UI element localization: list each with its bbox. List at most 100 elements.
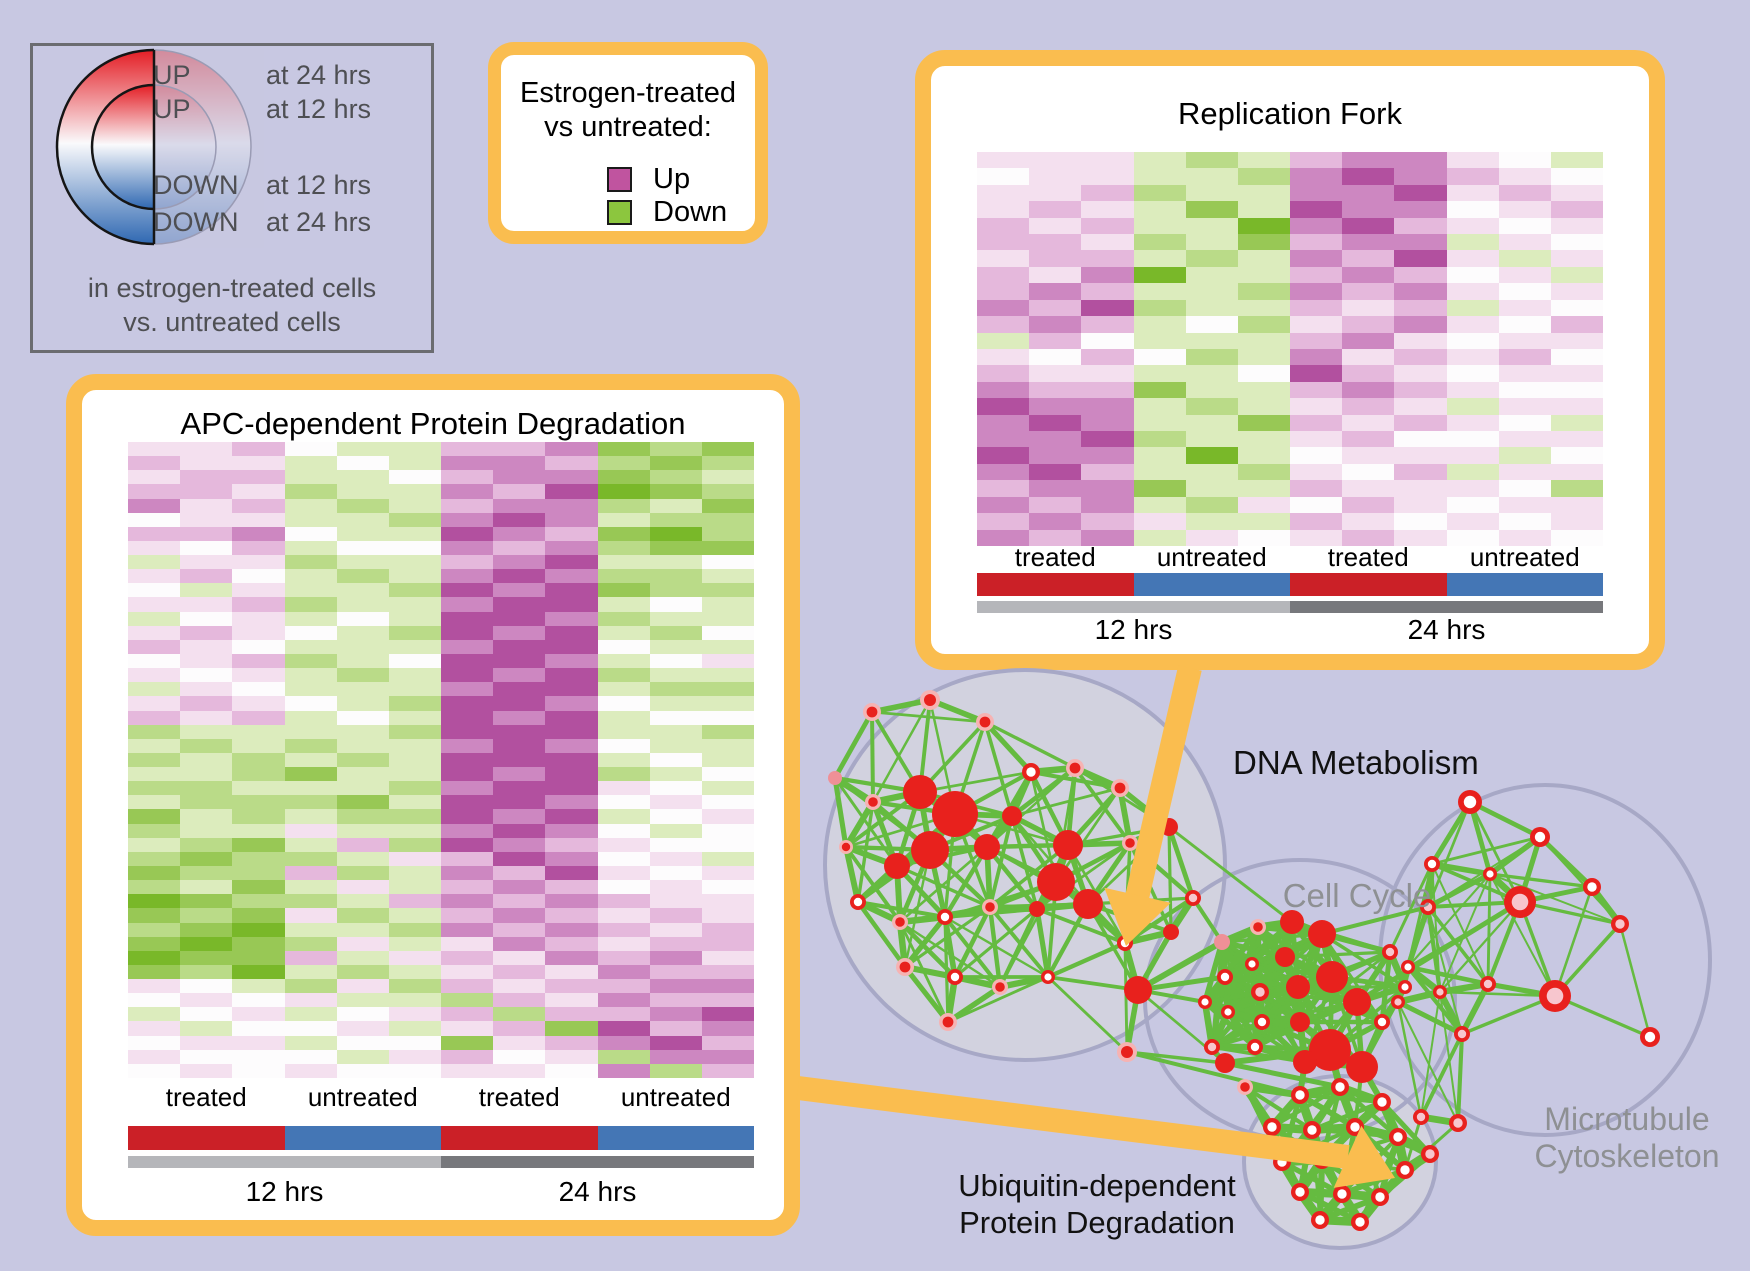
cluster-label-ubiquitin-line2: Protein Degradation <box>959 1205 1235 1240</box>
heatmap-cell <box>493 569 546 584</box>
network-edge <box>1319 1086 1343 1161</box>
heatmap-cell <box>1394 184 1447 202</box>
heatmap-cell <box>388 894 441 909</box>
heatmap-cell <box>545 894 598 909</box>
heatmap-cell <box>649 710 702 725</box>
heatmap-cell <box>388 1049 441 1064</box>
heatmap-cell <box>701 837 754 852</box>
network-edge <box>1395 1133 1433 1158</box>
network-edge <box>1223 973 1262 996</box>
heatmap-cell <box>284 979 337 994</box>
heatmap-cell <box>1237 414 1290 432</box>
heatmap-cell <box>1342 250 1395 267</box>
network-edge <box>855 863 900 905</box>
network-edge <box>1356 1194 1384 1225</box>
network-edge <box>1227 975 1333 1014</box>
heatmap-cell <box>441 993 494 1008</box>
heatmap-cell <box>232 993 285 1008</box>
network-edge <box>1489 873 1556 997</box>
heatmap-cell <box>1290 250 1343 267</box>
heatmap-cell <box>180 569 233 584</box>
network-edge <box>1299 1189 1381 1200</box>
network-edge <box>1259 984 1301 1025</box>
heatmap-cell <box>180 1035 233 1050</box>
heatmap-cell <box>441 823 494 838</box>
network-node-ring <box>1311 1211 1329 1229</box>
heatmap-cell <box>284 781 337 796</box>
network-edge <box>1321 931 1391 955</box>
heatmap-cell <box>441 498 494 513</box>
network-edge <box>1310 1129 1322 1221</box>
network-edge <box>1290 920 1359 1004</box>
heatmap-cell <box>284 738 337 753</box>
heatmap-cell <box>441 484 494 499</box>
heatmap-cell <box>336 540 389 556</box>
heatmap-cell <box>1446 447 1499 464</box>
heatmap-cell <box>128 555 181 570</box>
legend-up-12-time: at 12 hrs <box>266 94 372 124</box>
network-edge <box>1295 1093 1317 1132</box>
heatmap-cell <box>1498 480 1551 497</box>
heatmap-cell <box>1237 529 1290 546</box>
heatmap-cell <box>493 837 546 852</box>
apc-group-treated-12: treated <box>165 1082 247 1112</box>
heatmap-cell <box>1237 496 1290 514</box>
heatmap-cell <box>1290 496 1343 514</box>
heatmap-cell <box>1237 381 1290 399</box>
apc-bar-24hrs <box>441 1156 754 1168</box>
network-edge <box>1220 940 1300 989</box>
heatmap-cell <box>493 908 546 923</box>
network-node-ring <box>1346 1118 1364 1136</box>
network-edge <box>953 721 987 815</box>
network-edge <box>1123 842 1132 944</box>
heatmap-cell <box>441 880 494 895</box>
network-edge <box>1431 835 1541 866</box>
network-edge <box>1297 984 1358 1005</box>
heatmap-cell <box>388 625 441 640</box>
network-edge <box>1241 1084 1276 1130</box>
network-edge <box>1223 975 1302 1024</box>
network-node-ring <box>1483 867 1497 881</box>
heatmap-cell <box>493 936 546 951</box>
network-edge <box>1123 942 1129 1053</box>
heatmap-cell <box>701 851 754 866</box>
heatmap-cell <box>441 1063 494 1078</box>
heatmap-cell <box>977 513 1030 530</box>
heatmap-cell <box>545 767 598 782</box>
heatmap-cell <box>388 484 441 499</box>
network-node-ring <box>1480 976 1496 992</box>
network-node-solid <box>911 831 949 869</box>
heatmap-cell <box>1550 496 1603 514</box>
network-edge <box>1304 1059 1363 1070</box>
heatmap-cell <box>1029 316 1082 333</box>
heatmap-cell <box>441 979 494 994</box>
heatmap-cell <box>1290 283 1343 300</box>
network-edge <box>1085 841 1133 906</box>
network-edge <box>1255 924 1288 960</box>
heatmap-cell <box>1498 414 1551 432</box>
network-edge <box>1589 885 1623 926</box>
network-node-ring <box>1401 960 1415 974</box>
heatmap-cell <box>232 668 285 683</box>
network-node-ring-center <box>1377 1097 1387 1107</box>
heatmap-cell <box>336 724 389 739</box>
network-edge <box>1047 975 1128 1054</box>
rf-bar-24hrs <box>1290 601 1603 613</box>
network-edge <box>1248 962 1264 994</box>
heatmap-cell <box>597 752 650 768</box>
heatmap-cell <box>545 837 598 852</box>
network-edge <box>1073 765 1122 791</box>
heatmap-cell <box>977 234 1030 251</box>
network-edge <box>1117 787 1133 844</box>
heatmap-cell <box>545 993 598 1008</box>
heatmap-cell <box>1342 283 1395 300</box>
heatmap-cell <box>701 470 754 485</box>
heatmap-cell <box>597 682 650 697</box>
network-edge <box>1321 1134 1399 1163</box>
heatmap-cell <box>1029 201 1082 218</box>
network-edge <box>871 699 932 803</box>
network-node-ring <box>1254 1014 1270 1030</box>
network-edge <box>1539 836 1621 925</box>
heatmap-cell <box>1029 447 1082 464</box>
network-edge <box>1011 815 1089 905</box>
